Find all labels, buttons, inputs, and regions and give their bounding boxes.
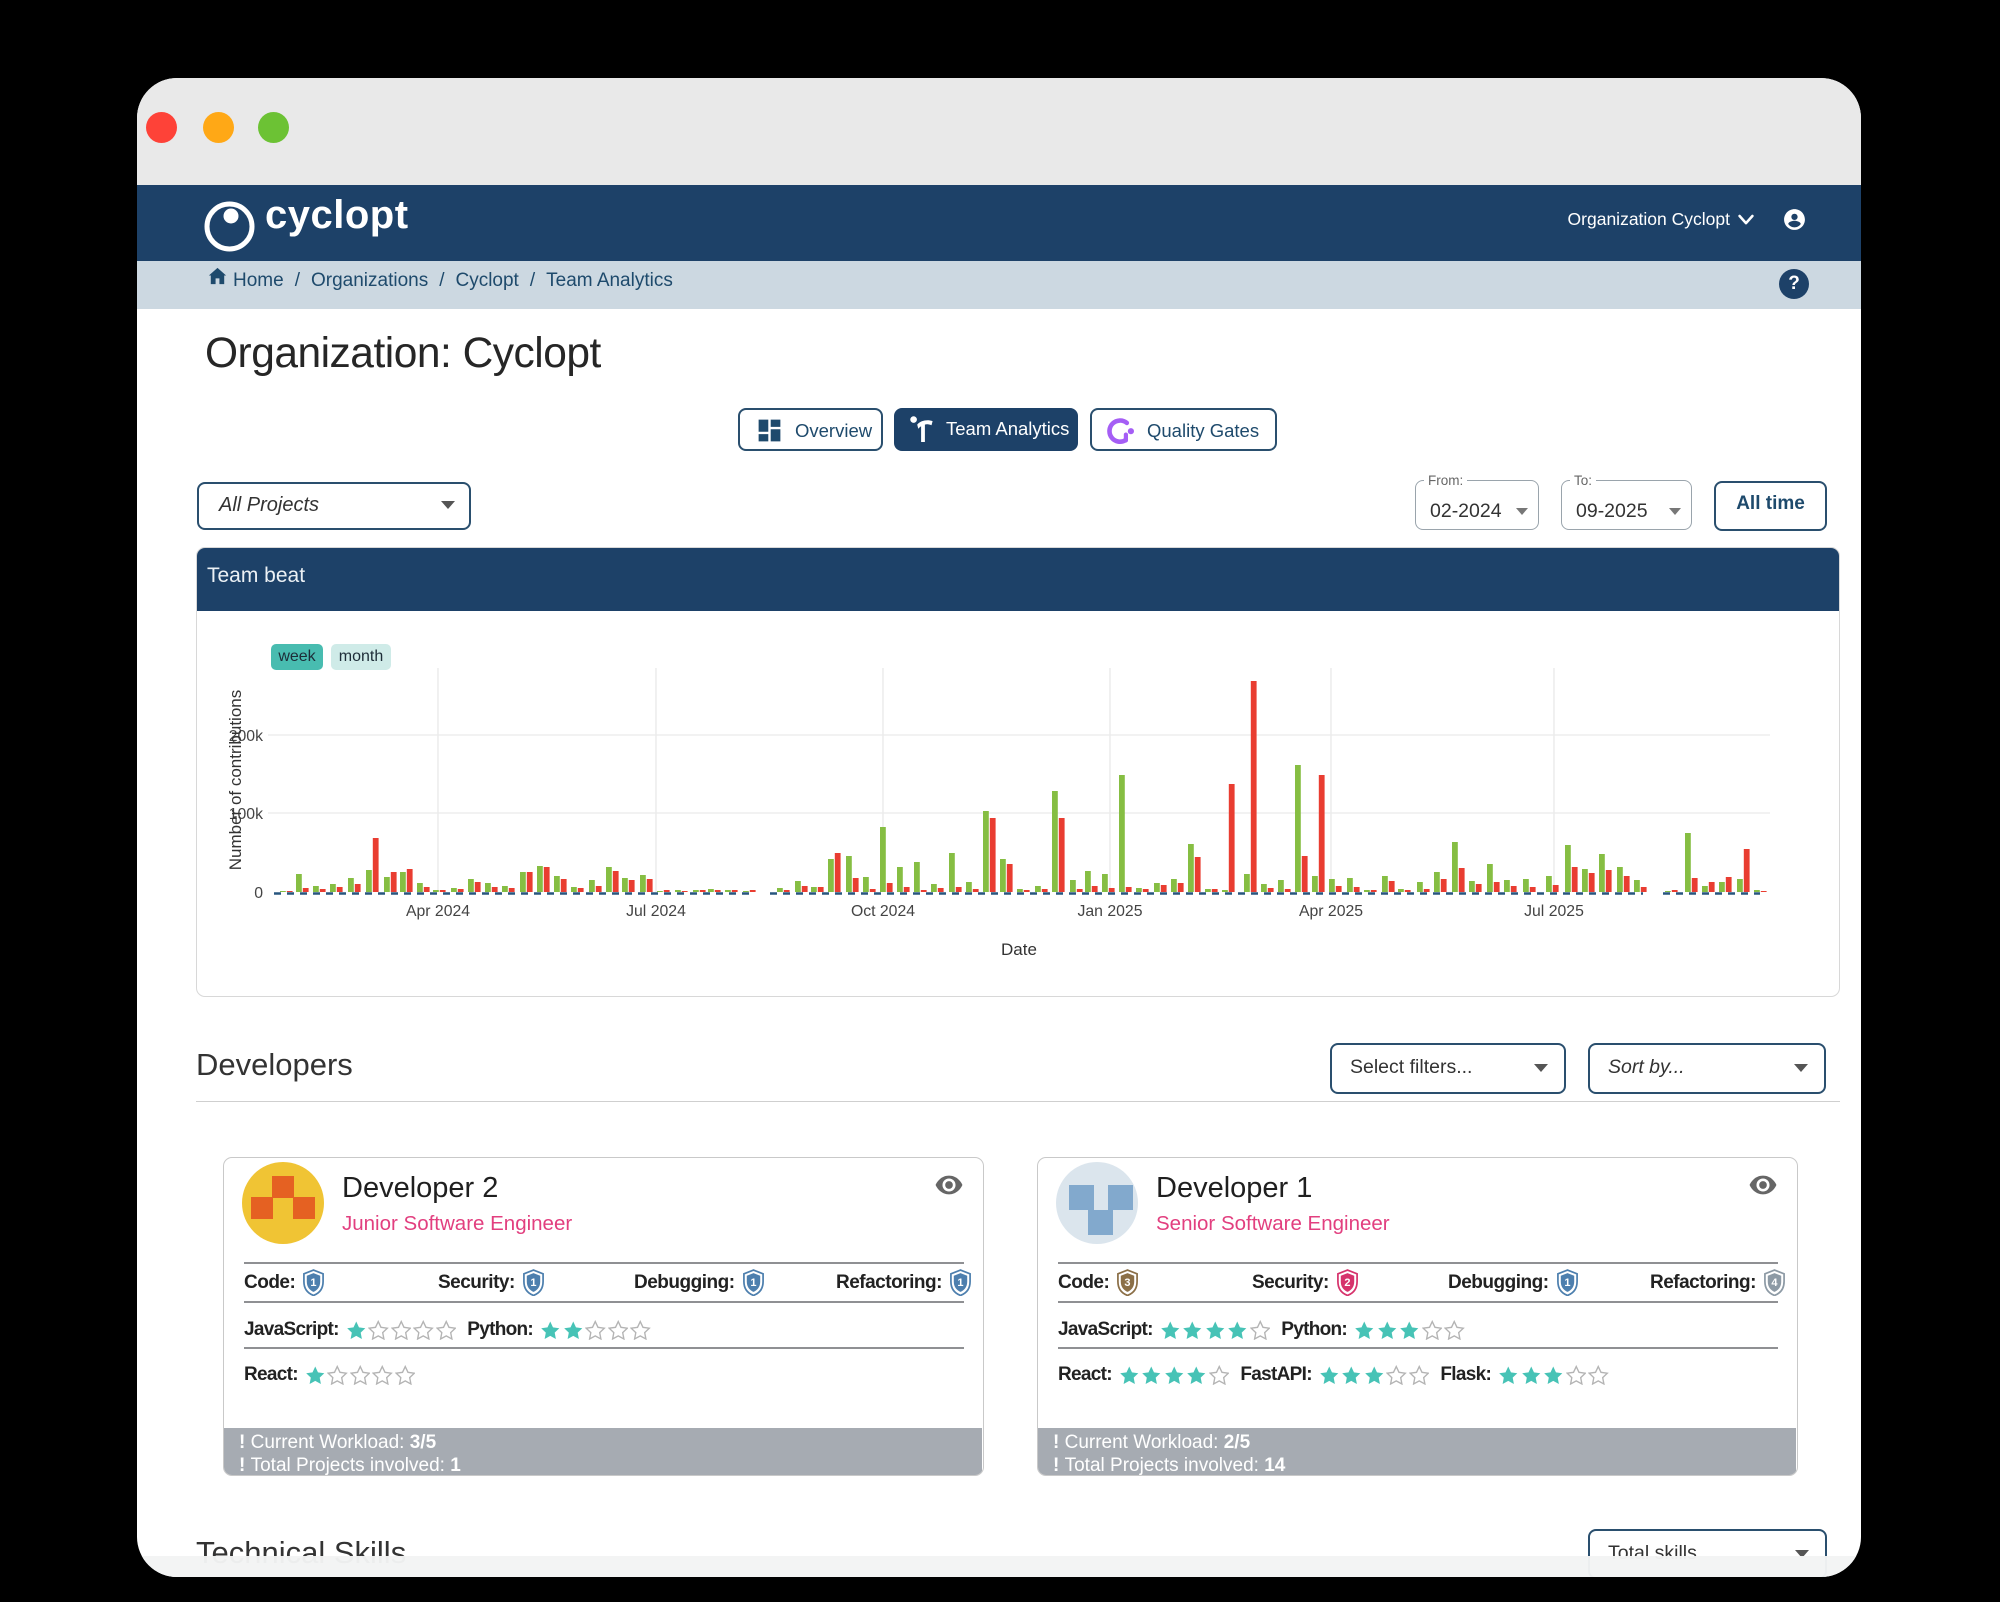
svg-text:1: 1 <box>530 1277 536 1289</box>
svg-text:Date: Date <box>1001 940 1037 959</box>
svg-text:Oct 2024: Oct 2024 <box>851 903 915 920</box>
svg-text:1: 1 <box>311 1277 317 1289</box>
svg-text:Apr 2025: Apr 2025 <box>1299 903 1363 920</box>
svg-text:4: 4 <box>1771 1277 1778 1289</box>
svg-text:1: 1 <box>957 1277 963 1289</box>
svg-text:2: 2 <box>1344 1277 1350 1289</box>
svg-text:1: 1 <box>1564 1277 1570 1289</box>
svg-text:Jul 2024: Jul 2024 <box>626 903 686 920</box>
svg-text:100k: 100k <box>229 806 263 823</box>
svg-text:Jan 2025: Jan 2025 <box>1077 903 1142 920</box>
svg-text:Jul 2025: Jul 2025 <box>1524 903 1584 920</box>
svg-text:1: 1 <box>750 1277 756 1289</box>
svg-text:0: 0 <box>254 885 263 902</box>
svg-text:3: 3 <box>1125 1277 1131 1289</box>
svg-text:200k: 200k <box>229 728 263 745</box>
svg-text:Number of contributions: Number of contributions <box>226 690 245 870</box>
svg-text:Apr 2024: Apr 2024 <box>406 903 470 920</box>
